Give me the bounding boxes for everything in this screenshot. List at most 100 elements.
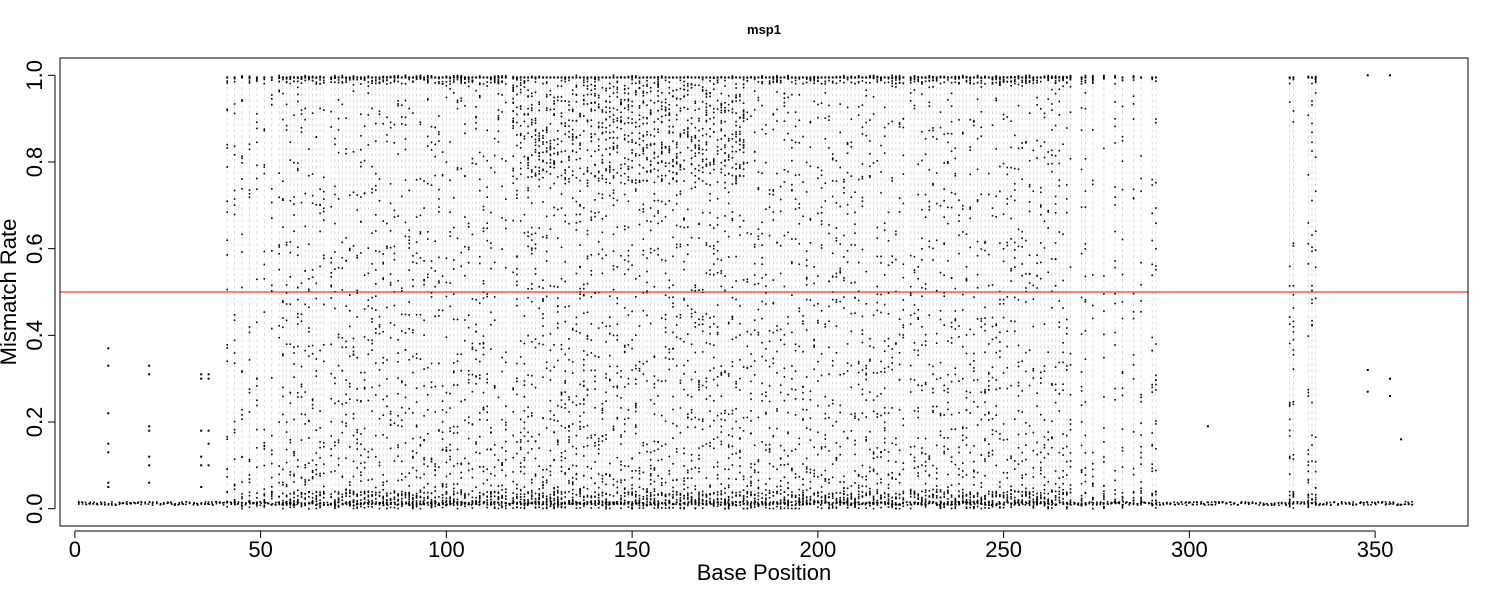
data-point	[130, 503, 132, 505]
data-point	[285, 421, 288, 423]
data-point	[563, 501, 566, 503]
data-point	[597, 440, 600, 443]
data-point	[601, 257, 604, 260]
data-point	[754, 501, 757, 503]
data-point	[623, 225, 626, 227]
data-point	[1080, 502, 1083, 504]
data-point	[545, 126, 548, 129]
data-point	[519, 470, 522, 473]
data-point	[519, 462, 522, 464]
data-point	[843, 501, 846, 504]
data-point	[415, 426, 418, 428]
data-point	[727, 498, 730, 501]
data-point	[1173, 501, 1175, 503]
data-point	[371, 307, 373, 310]
data-point	[1318, 504, 1321, 506]
data-point	[772, 491, 775, 493]
data-point	[631, 484, 633, 486]
data-point	[586, 487, 589, 490]
data-point	[382, 481, 384, 484]
data-point	[445, 450, 448, 452]
data-point	[408, 503, 410, 506]
data-point	[586, 169, 589, 172]
data-point	[527, 157, 529, 159]
data-point	[519, 162, 522, 164]
data-point	[1311, 502, 1313, 505]
data-point	[471, 423, 474, 426]
data-point	[1207, 501, 1209, 504]
data-point	[553, 419, 555, 422]
data-point	[549, 76, 552, 79]
data-point	[590, 210, 593, 213]
data-point	[842, 501, 845, 504]
data-point	[516, 380, 518, 383]
data-point	[523, 459, 526, 462]
data-point	[631, 141, 633, 143]
data-point	[263, 464, 266, 467]
data-point	[538, 132, 540, 134]
data-point	[612, 189, 615, 192]
data-point	[371, 349, 373, 351]
data-point	[293, 500, 295, 502]
data-point	[289, 471, 292, 473]
data-point	[597, 499, 600, 502]
data-point	[449, 501, 451, 504]
data-point	[1040, 494, 1042, 496]
data-point	[601, 504, 604, 507]
data-point	[460, 501, 462, 504]
data-point	[545, 479, 548, 482]
data-point	[393, 216, 396, 218]
data-point	[571, 327, 574, 330]
data-point	[571, 500, 574, 502]
data-point	[661, 493, 663, 496]
data-point	[887, 498, 890, 500]
data-point	[1140, 498, 1142, 500]
data-point	[523, 504, 526, 507]
data-point	[352, 460, 355, 463]
data-point	[300, 201, 303, 204]
data-point	[519, 91, 522, 94]
data-point	[241, 370, 243, 372]
data-point	[460, 80, 462, 83]
data-point	[430, 457, 433, 460]
data-point	[434, 490, 436, 492]
data-point	[1062, 498, 1064, 500]
data-point	[304, 504, 306, 506]
data-point	[349, 249, 351, 252]
data-point	[1411, 501, 1413, 503]
data-point	[308, 306, 310, 309]
data-point	[363, 79, 366, 81]
data-point	[568, 125, 570, 127]
data-point	[519, 147, 522, 149]
data-point	[895, 502, 897, 504]
data-point	[523, 384, 526, 386]
data-point	[553, 182, 555, 185]
data-point	[486, 495, 488, 498]
data-point	[675, 503, 677, 505]
data-point	[1118, 502, 1121, 505]
data-point	[397, 507, 399, 510]
data-point	[739, 501, 741, 504]
data-point	[612, 502, 615, 505]
data-point	[471, 157, 474, 160]
data-point	[635, 93, 637, 96]
data-point	[490, 427, 492, 429]
data-point	[352, 434, 355, 437]
data-point	[609, 354, 611, 357]
data-point	[519, 82, 522, 84]
data-point	[460, 251, 462, 254]
data-point	[609, 137, 611, 139]
data-point	[263, 444, 266, 447]
data-point	[311, 173, 314, 175]
data-point	[415, 78, 418, 81]
data-point	[560, 160, 563, 163]
data-point	[438, 133, 440, 136]
data-point	[505, 266, 507, 269]
data-point	[709, 492, 711, 495]
data-point	[571, 119, 574, 122]
data-point	[323, 210, 325, 213]
data-point	[519, 134, 522, 137]
data-point	[430, 501, 433, 503]
data-point	[594, 150, 596, 153]
data-point	[382, 434, 384, 436]
